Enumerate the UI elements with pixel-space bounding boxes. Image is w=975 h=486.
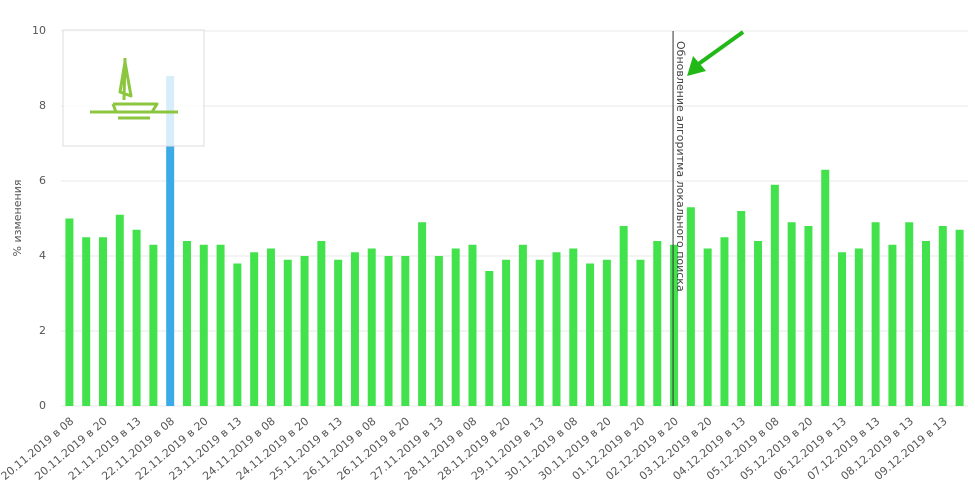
bar xyxy=(283,259,292,406)
bar xyxy=(854,248,863,406)
bar xyxy=(686,207,695,406)
bar xyxy=(653,241,662,406)
annotation-arrowhead xyxy=(687,56,707,76)
logo xyxy=(62,29,205,147)
bar xyxy=(518,244,527,406)
bar xyxy=(434,256,443,406)
bar xyxy=(216,244,225,406)
bar xyxy=(905,222,914,406)
bar xyxy=(115,214,124,406)
y-axis-label: % изменения xyxy=(11,180,24,257)
bar xyxy=(938,226,947,406)
bar xyxy=(619,226,628,406)
bar xyxy=(384,256,393,406)
bar xyxy=(670,244,679,406)
bar xyxy=(334,259,343,406)
bar xyxy=(485,271,494,406)
y-tick-label: 0 xyxy=(39,399,46,412)
bar xyxy=(754,241,763,406)
annotation-text: Обновление алгоритма локального поиска xyxy=(674,41,687,292)
bar xyxy=(250,252,259,406)
bar xyxy=(65,218,74,406)
bar xyxy=(182,241,191,406)
bar xyxy=(535,259,544,406)
bar xyxy=(132,229,141,406)
bar xyxy=(720,237,729,406)
bar xyxy=(317,241,326,406)
y-tick-label: 2 xyxy=(39,324,46,337)
bar xyxy=(367,248,376,406)
bar xyxy=(468,244,477,406)
bar xyxy=(266,248,275,406)
y-tick-label: 6 xyxy=(39,174,46,187)
bar xyxy=(737,211,746,406)
bar xyxy=(149,244,158,406)
bar xyxy=(350,252,359,406)
bar xyxy=(82,237,91,406)
bar xyxy=(922,241,931,406)
bar xyxy=(787,222,796,406)
bar xyxy=(955,229,964,406)
bar xyxy=(233,263,242,406)
bar xyxy=(871,222,880,406)
bar xyxy=(98,237,107,406)
bar xyxy=(300,256,309,406)
bar xyxy=(401,256,410,406)
bar xyxy=(586,263,595,406)
bar xyxy=(166,76,175,406)
bar xyxy=(636,259,645,406)
annotation-arrow xyxy=(695,30,745,67)
bar xyxy=(888,244,897,406)
bar xyxy=(552,252,561,406)
bar xyxy=(602,259,611,406)
bar xyxy=(418,222,427,406)
bar xyxy=(451,248,460,406)
y-tick-label: 8 xyxy=(39,99,46,112)
bar xyxy=(569,248,578,406)
bar xyxy=(199,244,208,406)
y-tick-label: 4 xyxy=(39,249,46,262)
bar xyxy=(502,259,511,406)
bar xyxy=(703,248,712,406)
bar xyxy=(804,226,813,406)
bar xyxy=(838,252,847,406)
bar xyxy=(770,184,779,406)
bar xyxy=(821,169,830,406)
y-tick-label: 10 xyxy=(32,24,46,37)
